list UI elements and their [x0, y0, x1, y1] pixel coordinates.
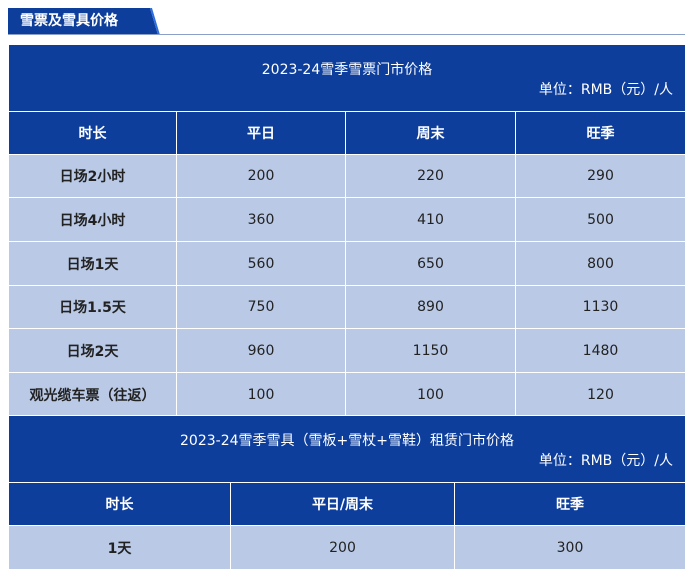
price-cell: 960	[176, 328, 346, 373]
row-label: 日场2天	[8, 328, 177, 373]
row-label: 日场2小时	[8, 154, 177, 198]
price-cell: 300	[453, 525, 686, 570]
row-label: 日场1天	[8, 241, 177, 286]
rental-table-title: 2023-24雪季雪具（雪板+雪杖+雪鞋）租赁门市价格	[180, 433, 514, 449]
table-row: 日场1天 560 650 800	[8, 241, 686, 286]
price-cell: 890	[345, 285, 516, 329]
section-tag-accent	[150, 8, 160, 35]
price-cell: 360	[176, 197, 346, 242]
section-divider	[8, 34, 685, 35]
ticket-header-weekday: 平日	[176, 111, 346, 155]
price-cell: 100	[176, 372, 346, 417]
table-row: 日场4小时 360 410 500	[8, 197, 686, 242]
price-cell: 560	[176, 241, 346, 286]
price-cell: 290	[515, 154, 686, 198]
row-label: 日场1.5天	[8, 285, 177, 329]
rental-table-unit: 单位：RMB（元）/人	[538, 453, 674, 469]
ticket-table-caption: 2023-24雪季雪票门市价格 单位：RMB（元）/人	[8, 44, 686, 112]
rental-price-table: 2023-24雪季雪具（雪板+雪杖+雪鞋）租赁门市价格 单位：RMB（元）/人 …	[7, 415, 686, 570]
price-cell: 800	[515, 241, 686, 286]
ticket-table-title: 2023-24雪季雪票门市价格	[261, 62, 433, 78]
price-cell: 750	[176, 285, 346, 329]
ticket-table-unit: 单位：RMB（元）/人	[538, 82, 673, 98]
price-cell: 200	[176, 154, 346, 198]
row-label: 日场4小时	[8, 197, 177, 242]
price-cell: 200	[230, 525, 455, 570]
rental-header-duration: 时长	[8, 482, 231, 526]
price-cell: 100	[345, 372, 516, 417]
rental-table-caption: 2023-24雪季雪具（雪板+雪杖+雪鞋）租赁门市价格 单位：RMB（元）/人	[7, 415, 686, 483]
rental-header-peak: 旺季	[453, 482, 686, 526]
rental-header-weekday-weekend: 平日/周末	[230, 482, 455, 526]
row-label: 观光缆车票（往返）	[8, 372, 177, 417]
ticket-price-table: 2023-24雪季雪票门市价格 单位：RMB（元）/人 时长 平日 周末 旺季 …	[8, 44, 686, 417]
table-row: 观光缆车票（往返） 100 100 120	[8, 372, 686, 417]
price-cell: 500	[515, 197, 686, 242]
price-cell: 1150	[345, 328, 516, 373]
table-row: 日场1.5天 750 890 1130	[8, 285, 686, 329]
section-tag: 雪票及雪具价格	[8, 8, 158, 35]
price-cell: 1130	[515, 285, 686, 329]
table-row: 日场2天 960 1150 1480	[8, 328, 686, 373]
table-row: 1天 200 300	[8, 525, 686, 570]
price-cell: 650	[345, 241, 516, 286]
price-cell: 1480	[515, 328, 686, 373]
ticket-header-duration: 时长	[8, 111, 177, 155]
ticket-header-weekend: 周末	[345, 111, 516, 155]
row-label: 1天	[8, 525, 231, 570]
price-cell: 220	[345, 154, 516, 198]
ticket-header-peak: 旺季	[515, 111, 686, 155]
table-row: 日场2小时 200 220 290	[8, 154, 686, 198]
price-cell: 120	[515, 372, 686, 417]
price-cell: 410	[345, 197, 516, 242]
